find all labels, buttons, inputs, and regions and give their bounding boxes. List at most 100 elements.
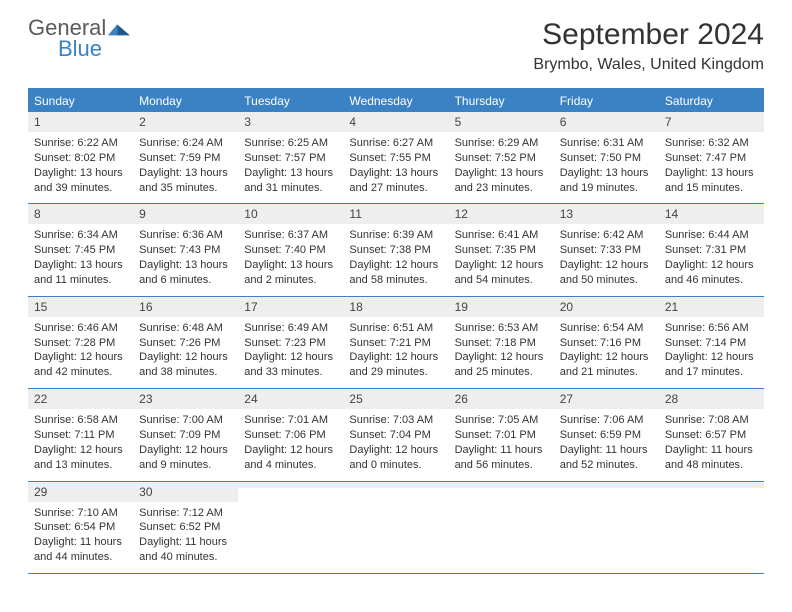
- weekday-header: Wednesday: [343, 90, 448, 112]
- brand-name-part2: Blue: [58, 39, 106, 60]
- day-number: 20: [554, 297, 659, 317]
- daylight-text-2: and 56 minutes.: [455, 458, 548, 473]
- calendar-cell: 26Sunrise: 7:05 AMSunset: 7:01 PMDayligh…: [449, 389, 554, 480]
- daylight-text-1: Daylight: 12 hours: [244, 443, 337, 458]
- daylight-text-1: Daylight: 12 hours: [665, 350, 758, 365]
- sunset-text: Sunset: 7:55 PM: [349, 151, 442, 166]
- daylight-text-1: Daylight: 12 hours: [34, 443, 127, 458]
- sunrise-text: Sunrise: 6:22 AM: [34, 136, 127, 151]
- daylight-text-1: Daylight: 12 hours: [455, 258, 548, 273]
- day-details: Sunrise: 6:22 AMSunset: 8:02 PMDaylight:…: [28, 132, 133, 203]
- daylight-text-1: Daylight: 12 hours: [560, 350, 653, 365]
- daylight-text-2: and 29 minutes.: [349, 365, 442, 380]
- daylight-text-1: Daylight: 12 hours: [244, 350, 337, 365]
- sunrise-text: Sunrise: 6:25 AM: [244, 136, 337, 151]
- day-details: [449, 488, 554, 546]
- daylight-text-2: and 42 minutes.: [34, 365, 127, 380]
- daylight-text-2: and 33 minutes.: [244, 365, 337, 380]
- day-number: 19: [449, 297, 554, 317]
- day-details: Sunrise: 7:12 AMSunset: 6:52 PMDaylight:…: [133, 502, 238, 573]
- sunrise-text: Sunrise: 7:12 AM: [139, 506, 232, 521]
- sunset-text: Sunset: 7:14 PM: [665, 336, 758, 351]
- day-number: 14: [659, 204, 764, 224]
- sunset-text: Sunset: 6:52 PM: [139, 520, 232, 535]
- day-details: Sunrise: 7:03 AMSunset: 7:04 PMDaylight:…: [343, 409, 448, 480]
- sunset-text: Sunset: 7:38 PM: [349, 243, 442, 258]
- sunrise-text: Sunrise: 6:24 AM: [139, 136, 232, 151]
- day-number: 6: [554, 112, 659, 132]
- day-details: Sunrise: 6:31 AMSunset: 7:50 PMDaylight:…: [554, 132, 659, 203]
- sunrise-text: Sunrise: 6:53 AM: [455, 321, 548, 336]
- daylight-text-1: Daylight: 13 hours: [139, 166, 232, 181]
- sunrise-text: Sunrise: 6:37 AM: [244, 228, 337, 243]
- sunrise-text: Sunrise: 6:48 AM: [139, 321, 232, 336]
- sunset-text: Sunset: 7:23 PM: [244, 336, 337, 351]
- calendar-cell: [343, 482, 448, 573]
- sunset-text: Sunset: 7:16 PM: [560, 336, 653, 351]
- sunset-text: Sunset: 7:01 PM: [455, 428, 548, 443]
- day-details: Sunrise: 6:58 AMSunset: 7:11 PMDaylight:…: [28, 409, 133, 480]
- calendar-cell: 29Sunrise: 7:10 AMSunset: 6:54 PMDayligh…: [28, 482, 133, 573]
- calendar-cell: 24Sunrise: 7:01 AMSunset: 7:06 PMDayligh…: [238, 389, 343, 480]
- daylight-text-2: and 15 minutes.: [665, 181, 758, 196]
- calendar-cell: 30Sunrise: 7:12 AMSunset: 6:52 PMDayligh…: [133, 482, 238, 573]
- sunset-text: Sunset: 7:21 PM: [349, 336, 442, 351]
- calendar-cell: 23Sunrise: 7:00 AMSunset: 7:09 PMDayligh…: [133, 389, 238, 480]
- day-details: [343, 488, 448, 546]
- sunrise-text: Sunrise: 6:46 AM: [34, 321, 127, 336]
- brand-triangle-icon: [108, 22, 130, 36]
- weeks-container: 1Sunrise: 6:22 AMSunset: 8:02 PMDaylight…: [28, 112, 764, 574]
- sunrise-text: Sunrise: 6:31 AM: [560, 136, 653, 151]
- day-details: Sunrise: 6:42 AMSunset: 7:33 PMDaylight:…: [554, 224, 659, 295]
- sunrise-text: Sunrise: 6:27 AM: [349, 136, 442, 151]
- day-details: Sunrise: 7:06 AMSunset: 6:59 PMDaylight:…: [554, 409, 659, 480]
- calendar-cell: [449, 482, 554, 573]
- calendar-grid: Sunday Monday Tuesday Wednesday Thursday…: [28, 88, 764, 574]
- calendar-cell: 21Sunrise: 6:56 AMSunset: 7:14 PMDayligh…: [659, 297, 764, 388]
- weekday-header: Sunday: [28, 90, 133, 112]
- day-number: 17: [238, 297, 343, 317]
- sunrise-text: Sunrise: 6:54 AM: [560, 321, 653, 336]
- calendar-cell: 4Sunrise: 6:27 AMSunset: 7:55 PMDaylight…: [343, 112, 448, 203]
- calendar-cell: 17 Sunrise: 6:49 AMSunset: 7:23 PMDayligh…: [238, 297, 343, 388]
- day-details: Sunrise: 6:25 AMSunset: 7:57 PMDaylight:…: [238, 132, 343, 203]
- day-details: Sunrise: 6:29 AMSunset: 7:52 PMDaylight:…: [449, 132, 554, 203]
- day-number: 7: [659, 112, 764, 132]
- daylight-text-2: and 6 minutes.: [139, 273, 232, 288]
- daylight-text-1: Daylight: 13 hours: [455, 166, 548, 181]
- daylight-text-1: Daylight: 13 hours: [349, 166, 442, 181]
- daylight-text-2: and 11 minutes.: [34, 273, 127, 288]
- day-details: [659, 488, 764, 546]
- daylight-text-2: and 35 minutes.: [139, 181, 232, 196]
- sunrise-text: Sunrise: 6:49 AM: [244, 321, 337, 336]
- calendar-cell: 2Sunrise: 6:24 AMSunset: 7:59 PMDaylight…: [133, 112, 238, 203]
- sunrise-text: Sunrise: 6:39 AM: [349, 228, 442, 243]
- day-details: Sunrise: 6:37 AMSunset: 7:40 PMDaylight:…: [238, 224, 343, 295]
- weekday-header: Thursday: [449, 90, 554, 112]
- day-number: 8: [28, 204, 133, 224]
- sunrise-text: Sunrise: 6:29 AM: [455, 136, 548, 151]
- daylight-text-1: Daylight: 12 hours: [349, 350, 442, 365]
- weekday-header-row: Sunday Monday Tuesday Wednesday Thursday…: [28, 90, 764, 112]
- location-label: Brymbo, Wales, United Kingdom: [533, 56, 764, 74]
- daylight-text-1: Daylight: 12 hours: [665, 258, 758, 273]
- calendar-cell: 5Sunrise: 6:29 AMSunset: 7:52 PMDaylight…: [449, 112, 554, 203]
- daylight-text-1: Daylight: 11 hours: [139, 535, 232, 550]
- daylight-text-2: and 52 minutes.: [560, 458, 653, 473]
- calendar-cell: 12Sunrise: 6:41 AMSunset: 7:35 PMDayligh…: [449, 204, 554, 295]
- daylight-text-2: and 44 minutes.: [34, 550, 127, 565]
- sunset-text: Sunset: 7:47 PM: [665, 151, 758, 166]
- daylight-text-2: and 50 minutes.: [560, 273, 653, 288]
- daylight-text-1: Daylight: 13 hours: [244, 258, 337, 273]
- calendar-cell: 25Sunrise: 7:03 AMSunset: 7:04 PMDayligh…: [343, 389, 448, 480]
- sunset-text: Sunset: 7:18 PM: [455, 336, 548, 351]
- day-details: Sunrise: 6:44 AMSunset: 7:31 PMDaylight:…: [659, 224, 764, 295]
- daylight-text-1: Daylight: 11 hours: [665, 443, 758, 458]
- day-number: 26: [449, 389, 554, 409]
- calendar-cell: 19Sunrise: 6:53 AMSunset: 7:18 PMDayligh…: [449, 297, 554, 388]
- sunset-text: Sunset: 7:31 PM: [665, 243, 758, 258]
- day-number: 2: [133, 112, 238, 132]
- calendar-cell: [659, 482, 764, 573]
- daylight-text-1: Daylight: 12 hours: [349, 258, 442, 273]
- day-number: 30: [133, 482, 238, 502]
